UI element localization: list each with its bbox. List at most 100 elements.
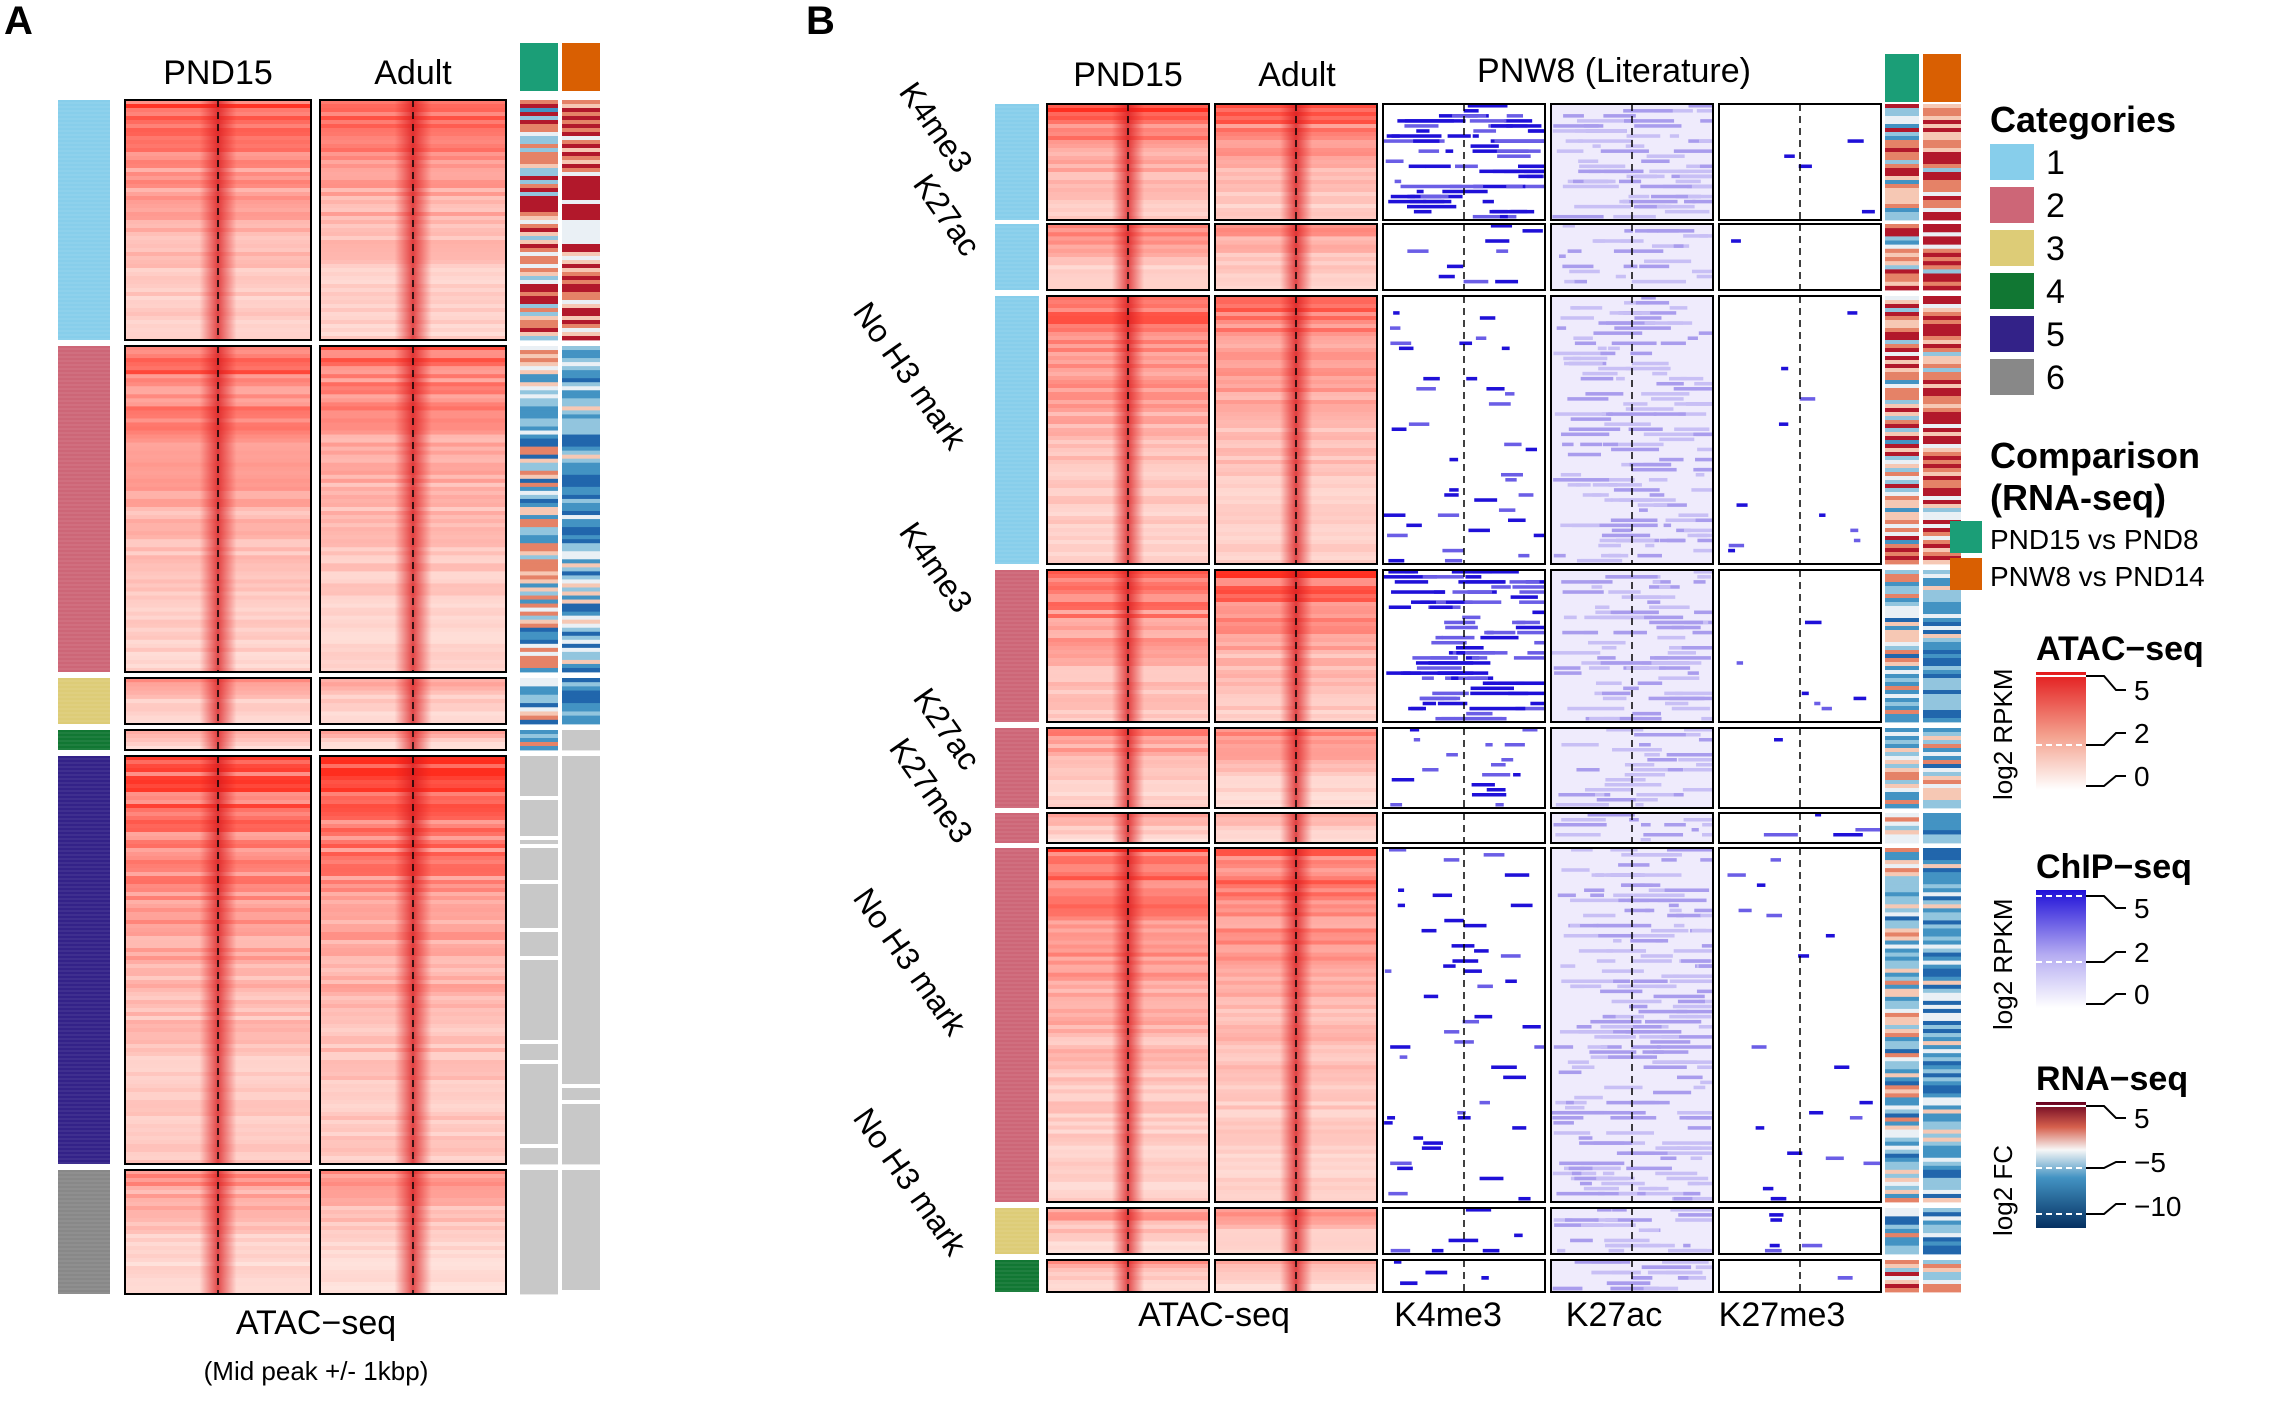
panel-b-heatmap-k27me3	[1718, 103, 1882, 221]
legend-comparison-swatch-2	[1950, 558, 1982, 590]
panel-a-rna-pnw8-stripe	[562, 1170, 600, 1295]
panel-b-rna-pnw8-stripe	[1923, 104, 1961, 221]
panel-a-rna-pnd15-stripe	[520, 1170, 558, 1295]
panel-b-rna-pnw8-stripe	[1923, 848, 1961, 1203]
panel-b-heatmap-k27me3	[1718, 847, 1882, 1203]
panel-b-rna-pnw8-stripe	[1923, 296, 1961, 565]
panel-a-rna-pnw8-stripe	[562, 756, 600, 1165]
legend-atac-tick-1: 5	[2134, 675, 2150, 706]
legend-category-swatch	[1990, 187, 2034, 223]
panel-a-category-stripe	[58, 730, 110, 750]
panel-b-heatmap-k4me3	[1382, 569, 1546, 723]
legend-categories-title: Categories	[1990, 99, 2176, 140]
panel-b-heatmap-pnd15	[1046, 1259, 1210, 1293]
panel-a-heatmap-pnd15	[124, 99, 312, 341]
legend-comparison-swatch-1	[1950, 521, 1982, 553]
panel-b-heatmap-k4me3	[1382, 103, 1546, 221]
panel-b-heatmap-adult	[1214, 727, 1378, 809]
panel-b-rowlabel-noh3-cat2: No H3 mark	[846, 881, 974, 1042]
panel-b-heatmap-k27me3	[1718, 569, 1882, 723]
panel-a-category-stripe	[58, 100, 110, 340]
panel-a-rna-pnd15-stripe	[520, 756, 558, 1165]
panel-b-heatmap-adult	[1214, 847, 1378, 1203]
panel-b-rowlabel-k4me3-cat1: K4me3	[892, 75, 980, 179]
panel-a-category-stripe	[58, 756, 110, 1164]
panel-b-heatmap-pnd15	[1046, 569, 1210, 723]
panel-a-header-green-box	[520, 43, 558, 91]
panel-a-rna-pnd15-stripe	[520, 730, 558, 751]
legend-category-swatch	[1990, 359, 2034, 395]
panel-b-heatmap-adult	[1214, 295, 1378, 565]
panel-b-category-stripe	[995, 848, 1039, 1202]
panel-a-header-pnd15: PND15	[163, 54, 273, 92]
panel-a-rna-pnw8-stripe	[562, 678, 600, 725]
panel-a-label: A	[4, 0, 33, 43]
panel-a-rna-pnd15-stripe	[520, 100, 558, 341]
legend-comparison-title: Comparison	[1990, 435, 2200, 476]
panel-b-heatmap-adult	[1214, 223, 1378, 291]
panel-b-heatmap-k27me3	[1718, 295, 1882, 565]
panel-b-rna-pnd15-stripe	[1885, 728, 1919, 809]
panel-a-rna-pnw8-stripe	[562, 100, 600, 341]
panel-b-rna-pnd15-stripe	[1885, 1260, 1919, 1293]
panel-b-label-text: B	[806, 0, 835, 43]
panel-b-heatmap-adult	[1214, 812, 1378, 844]
panel-b-heatmap-k4me3	[1382, 812, 1546, 844]
panel-b-heatmap-k27ac	[1550, 569, 1714, 723]
legend-rna-tick-3: −10	[2134, 1191, 2182, 1222]
panel-b-heatmap-pnd15	[1046, 223, 1210, 291]
panel-a-heatmap-adult	[319, 1169, 507, 1295]
panel-b-rna-pnd15-stripe	[1885, 224, 1919, 291]
legend-category-label: 4	[2046, 273, 2065, 311]
panel-a-rna-pnd15-stripe	[520, 346, 558, 673]
panel-b-heatmap-k27me3	[1718, 812, 1882, 844]
panel-b-rna-pnd15-stripe	[1885, 848, 1919, 1203]
panel-b-header-literature: PNW8 (Literature)	[1477, 52, 1751, 90]
legend-comparison-subtitle: (RNA-seq)	[1990, 477, 2166, 518]
legend-atac-ticks	[2036, 675, 2126, 787]
panel-a-xsublabel: (Mid peak +/- 1kbp)	[204, 1356, 429, 1386]
panel-a-heatmap-adult	[319, 345, 507, 673]
panel-b-heatmap-k27ac	[1550, 812, 1714, 844]
panel-a-heatmap-pnd15	[124, 755, 312, 1165]
panel-a-heatmap-adult	[319, 755, 507, 1165]
panel-a-category-stripe	[58, 1170, 110, 1294]
legend-chip-tick-3: 0	[2134, 979, 2150, 1010]
legend-atac-gradient	[2036, 672, 2086, 790]
panel-b-rna-pnd15-stripe	[1885, 813, 1919, 844]
panel-b-header-green-box	[1885, 54, 1919, 102]
panel-b-heatmap-k27ac	[1550, 223, 1714, 291]
legend-category-label: 5	[2046, 316, 2065, 354]
panel-b-rna-pnw8-stripe	[1923, 728, 1961, 809]
legend-comparison-label-2: PNW8 vs PND14	[1990, 561, 2205, 592]
legend-chip-tick-2: 2	[2134, 937, 2150, 968]
panel-b-heatmap-k27ac	[1550, 727, 1714, 809]
panel-a-heatmap-pnd15	[124, 729, 312, 751]
panel-b-category-stripe	[995, 104, 1039, 220]
panel-b-heatmap-k27ac	[1550, 295, 1714, 565]
panel-b-heatmap-k4me3	[1382, 1259, 1546, 1293]
panel-b-rna-pnd15-stripe	[1885, 296, 1919, 565]
legend-category-swatch	[1990, 316, 2034, 352]
panel-b-heatmap-k4me3	[1382, 727, 1546, 809]
panel-a-heatmap-adult	[319, 677, 507, 725]
panel-b-heatmap-k4me3	[1382, 847, 1546, 1203]
panel-b-xlabel-atac: ATAC-seq	[1138, 1296, 1290, 1334]
panel-b-heatmap-pnd15	[1046, 103, 1210, 221]
legend-category-label: 2	[2046, 187, 2065, 225]
panel-b-heatmap-k4me3	[1382, 223, 1546, 291]
panel-b-heatmap-k27ac	[1550, 847, 1714, 1203]
legend-chip-title: ChIP−seq	[2036, 848, 2192, 886]
panel-a-heatmap-pnd15	[124, 677, 312, 725]
panel-b-heatmap-k4me3	[1382, 295, 1546, 565]
panel-b-heatmap-pnd15	[1046, 1207, 1210, 1255]
panel-b-rna-pnw8-stripe	[1923, 570, 1961, 723]
legend-rna-gradient	[2036, 1102, 2086, 1228]
panel-b-heatmap-adult	[1214, 569, 1378, 723]
panel-b-heatmap-k4me3	[1382, 1207, 1546, 1255]
panel-b-xlabel-k27ac: K27ac	[1566, 1296, 1662, 1334]
panel-b-category-stripe	[995, 728, 1039, 808]
legend-categories: 1 2 3 4 5 6	[1990, 144, 2065, 397]
legend-atac-title: ATAC−seq	[2036, 630, 2204, 668]
legend-category-swatch	[1990, 273, 2034, 309]
